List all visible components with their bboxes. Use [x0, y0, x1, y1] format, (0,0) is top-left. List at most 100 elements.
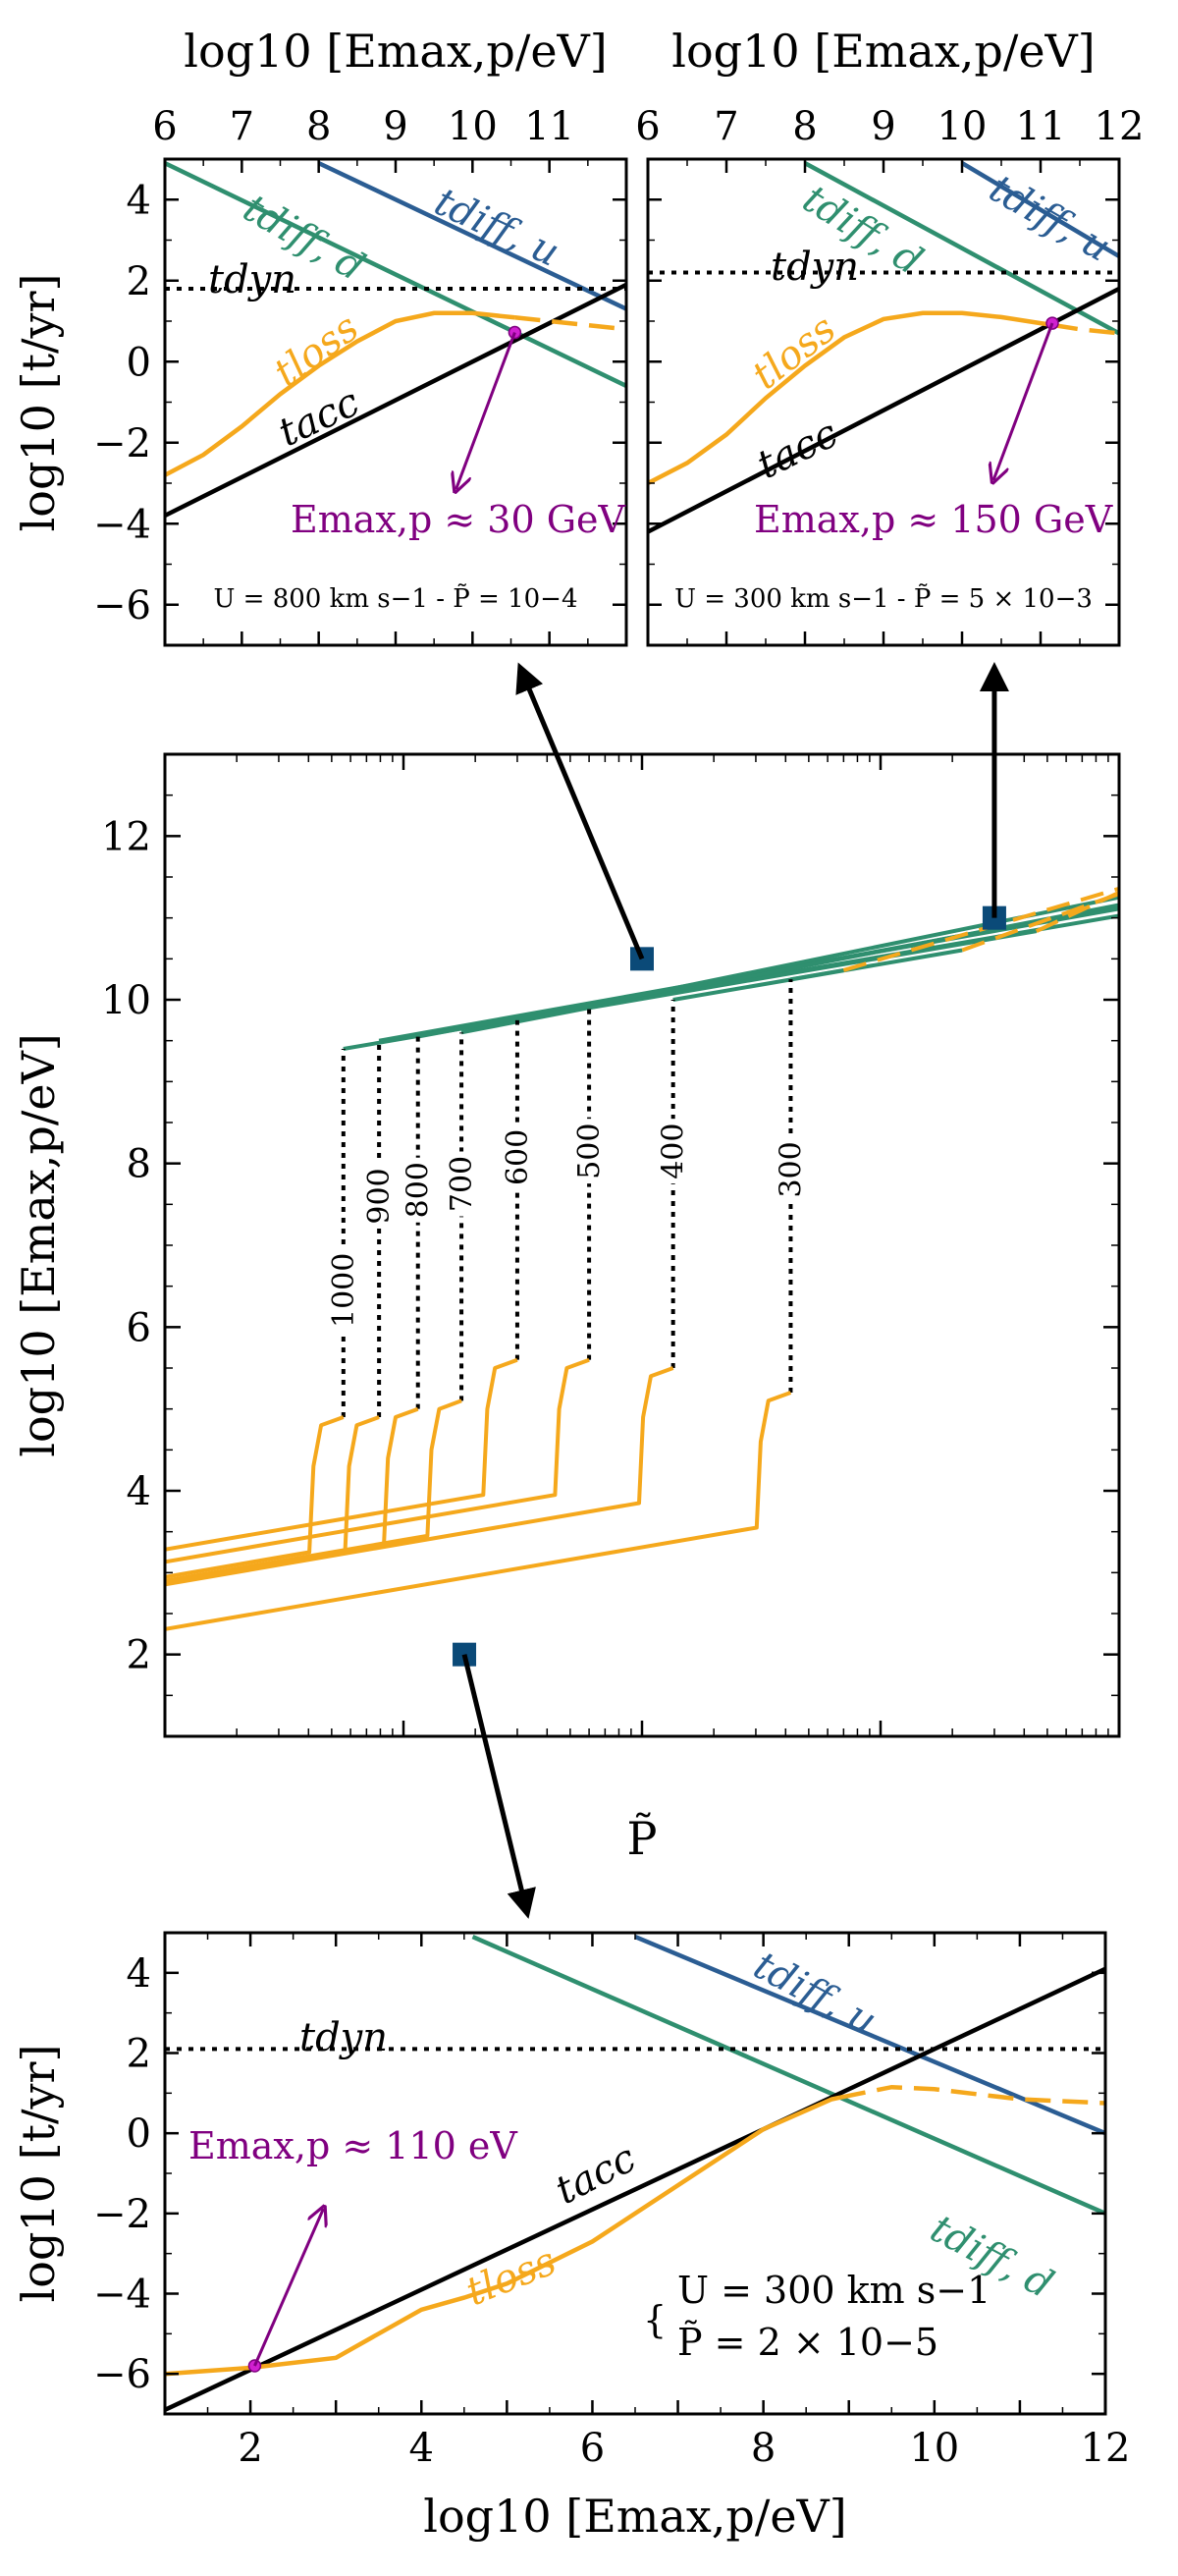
params-brace: { [643, 2298, 667, 2341]
emax-low-branch [165, 1357, 590, 1564]
x-tick-label: 9 [383, 104, 407, 149]
velocity-label: 700 [445, 1156, 479, 1212]
label-tloss: tloss [460, 2238, 562, 2315]
panel-top-left: 6 7 8 9 10 11 4 2 0 −2 −4 −6 log10 [Emax,p/eV] log1… [12, 25, 628, 647]
series-tacc [165, 282, 626, 519]
ticks: 10-610-510-410-310-212108642 [101, 754, 1121, 1736]
x-tick-label: 12 [1081, 2426, 1131, 2471]
y-tick-label: −4 [93, 2273, 151, 2318]
x-tick-label: 11 [524, 104, 574, 149]
velocity-label-bg [655, 1119, 691, 1184]
ticks: 6 7 8 9 10 11 4 2 0 −2 −4 −6 [93, 104, 628, 645]
x-tick-label: 6 [152, 104, 177, 149]
emax-high-branch-loss [961, 892, 1119, 953]
series-tdiff-d [165, 161, 626, 389]
x-tick-label: 10 [448, 104, 498, 149]
series-tloss-solid [165, 310, 515, 477]
plot-area [165, 161, 626, 519]
x-tick-label: 8 [792, 104, 817, 149]
velocity-label: 1000 [327, 1253, 361, 1328]
series-tdiff-u [634, 1935, 1105, 2136]
x-tick-label: 10 [937, 104, 988, 149]
velocity-label: 400 [657, 1124, 691, 1179]
emax-annotation: Emax,p ≈ 150 GeV [754, 498, 1113, 541]
x-tick-label: 9 [871, 104, 895, 149]
y-tick-label: −4 [93, 502, 151, 547]
top-x-axis-title: log10 [Emax,p/eV] [184, 25, 607, 78]
x-tick-label: 8 [751, 2426, 776, 2471]
x-tick-label: 7 [714, 104, 738, 149]
top-x-axis-title: log10 [Emax,p/eV] [671, 25, 1095, 78]
y-tick-label: 4 [127, 1469, 151, 1514]
emax-annotation: Emax,p ≈ 110 eV [188, 2124, 517, 2167]
params-line-1: U = 300 km s−1 [677, 2269, 991, 2312]
label-tloss: tloss [744, 306, 844, 399]
series-tdiff-u [960, 161, 1119, 258]
x-tick-label: 8 [306, 104, 331, 149]
label-tdiff-u: tdiff, u [982, 166, 1118, 271]
label-tdyn: tdyn [771, 245, 859, 290]
series-tdiff-d [803, 161, 1119, 336]
emax-low-branch [165, 1415, 345, 1579]
emax-arrow [993, 322, 1054, 480]
label-tacc: tacc [750, 411, 844, 487]
x-axis-title: P̃ [627, 1812, 658, 1865]
y-tick-label: 2 [127, 1633, 151, 1678]
plot-area [648, 161, 1119, 534]
series-tloss-dashed [514, 315, 626, 332]
emax-low-branch [165, 1391, 792, 1631]
connector-arrows [461, 662, 1009, 1919]
velocity-label-bg [499, 1124, 535, 1190]
label-tdiff-u: tdiff, u [746, 1943, 884, 2045]
x-tick-label: 2 [238, 2426, 262, 2471]
y-axis-title: log10 [t/yr] [12, 2045, 65, 2303]
ticks: 2 4 6 8 10 12 4 2 0 −2 −4 −6 [93, 1933, 1130, 2471]
y-tick-label: 0 [127, 2111, 151, 2157]
label-tacc: tacc [549, 2135, 643, 2213]
params-line-2: P̃ = 2 × 10−5 [677, 2321, 938, 2364]
series-tloss-solid [648, 310, 1053, 486]
series-tloss-dashed [839, 2084, 1105, 2106]
y-axis-title: log10 [t/yr] [12, 274, 65, 532]
x-tick-label: 10 [909, 2426, 959, 2471]
emax-high-branch-loss [842, 886, 1119, 972]
velocity-label: 600 [501, 1129, 535, 1185]
x-tick-label: 4 [409, 2426, 434, 2471]
label-tdyn: tdyn [208, 257, 296, 302]
velocity-label-bg [571, 1119, 608, 1184]
emax-low-branch [165, 1357, 518, 1552]
y-tick-label: −2 [93, 421, 151, 466]
label-tloss: tloss [266, 305, 367, 396]
y-tick-label: −6 [93, 2352, 151, 2397]
y-tick-label: 0 [127, 340, 151, 385]
emax-arrow [455, 332, 516, 490]
plot-frame [163, 752, 1121, 1738]
emax-high-branch [790, 967, 844, 982]
x-tick-label: 6 [635, 104, 660, 149]
label-tdiff-u: tdiff, u [428, 179, 566, 275]
y-tick-label: 4 [127, 1951, 151, 1997]
x-tick-label: 11 [1016, 104, 1066, 149]
series-tdiff-d [471, 1935, 1105, 2216]
series-tacc [648, 287, 1119, 534]
y-tick-label: 2 [127, 2032, 151, 2077]
label-tdyn: tdyn [299, 2015, 388, 2060]
plot-area [165, 1935, 1105, 2412]
velocity-label-bg [773, 1136, 809, 1202]
y-tick-label: 12 [101, 814, 151, 859]
params-annotation: U = 300 km s−1 - P̃ = 5 × 10−3 [674, 583, 1093, 614]
series-tacc [165, 1966, 1105, 2412]
panel-top-right: 6 7 8 9 10 11 12 log10 [Emax,p/eV] tdiff, u td… [635, 25, 1144, 647]
emax-arrow [253, 2209, 323, 2367]
y-tick-label: 6 [127, 1305, 151, 1350]
x-tick-label: 7 [230, 104, 254, 149]
arrow-to-top-left [515, 662, 645, 960]
velocity-label: 800 [402, 1162, 436, 1218]
velocity-label: 300 [774, 1141, 808, 1197]
x-tick-label: 12 [1095, 104, 1145, 149]
velocity-label: 500 [572, 1124, 607, 1179]
ticks: 6 7 8 9 10 11 12 [635, 104, 1144, 645]
emax-high-branch [588, 929, 1038, 1011]
